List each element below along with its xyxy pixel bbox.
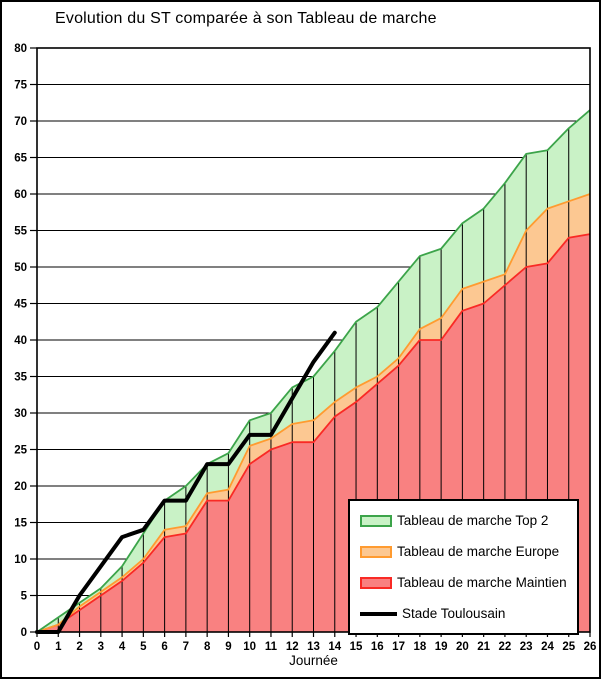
y-tick-label: 80 (14, 43, 27, 55)
x-axis-title: Journée (37, 653, 590, 668)
x-tick-label: 12 (286, 641, 299, 653)
y-tick-label: 45 (14, 299, 27, 311)
y-tick-label: 60 (14, 189, 27, 201)
legend-line-icon (360, 612, 397, 616)
y-tick-label: 5 (21, 591, 28, 603)
legend-label: Tableau de marche Top 2 (397, 513, 548, 528)
x-tick-label: 9 (225, 641, 231, 653)
x-tick-label: 22 (499, 641, 512, 653)
y-tick-label: 40 (14, 335, 27, 347)
y-tick-label: 30 (14, 408, 27, 420)
x-tick-label: 3 (98, 641, 104, 653)
x-tick-label: 0 (34, 641, 40, 653)
x-tick-label: 24 (541, 641, 554, 653)
x-tick-label: 8 (204, 641, 211, 653)
x-tick-label: 4 (119, 641, 126, 653)
x-tick-label: 2 (76, 641, 82, 653)
x-tick-label: 16 (371, 641, 384, 653)
y-tick-label: 50 (14, 262, 27, 274)
x-tick-label: 5 (140, 641, 147, 653)
legend-item: Stade Toulousain (360, 599, 577, 629)
x-tick-label: 13 (307, 641, 320, 653)
legend-label: Tableau de marche Maintien (397, 575, 567, 590)
x-tick-label: 25 (562, 641, 575, 653)
legend-swatch-icon (360, 515, 392, 527)
legend-swatch-icon (360, 577, 392, 589)
chart-frame: Evolution du ST comparée à son Tableau d… (0, 0, 601, 679)
y-tick-label: 35 (14, 372, 27, 384)
legend-item: Tableau de marche Maintien (360, 568, 577, 598)
legend-item: Tableau de marche Top 2 (360, 506, 577, 536)
y-tick-label: 0 (21, 627, 27, 639)
x-tick-label: 20 (456, 641, 469, 653)
y-tick-label: 25 (14, 445, 27, 457)
y-tick-label: 70 (14, 116, 27, 128)
x-tick-label: 15 (350, 641, 363, 653)
legend-label: Tableau de marche Europe (397, 544, 559, 559)
legend-swatch-icon (360, 546, 392, 558)
x-tick-label: 21 (477, 641, 490, 653)
x-tick-label: 17 (392, 641, 405, 653)
y-tick-label: 75 (14, 80, 27, 92)
y-tick-label: 65 (14, 153, 27, 165)
x-tick-label: 7 (183, 641, 189, 653)
legend-item: Tableau de marche Europe (360, 537, 577, 567)
legend-label: Stade Toulousain (402, 606, 505, 621)
y-tick-label: 15 (14, 518, 27, 530)
x-tick-label: 19 (435, 641, 448, 653)
x-tick-label: 10 (243, 641, 256, 653)
x-tick-label: 6 (161, 641, 167, 653)
x-tick-label: 18 (413, 641, 426, 653)
x-tick-label: 23 (520, 641, 533, 653)
x-tick-label: 1 (55, 641, 62, 653)
y-tick-label: 55 (14, 226, 27, 238)
x-tick-label: 26 (584, 641, 597, 653)
y-tick-label: 10 (14, 554, 27, 566)
x-tick-label: 14 (328, 641, 341, 653)
y-tick-label: 20 (14, 481, 27, 493)
chart-legend: Tableau de marche Top 2 Tableau de marche… (348, 499, 579, 635)
x-tick-label: 11 (265, 641, 278, 653)
